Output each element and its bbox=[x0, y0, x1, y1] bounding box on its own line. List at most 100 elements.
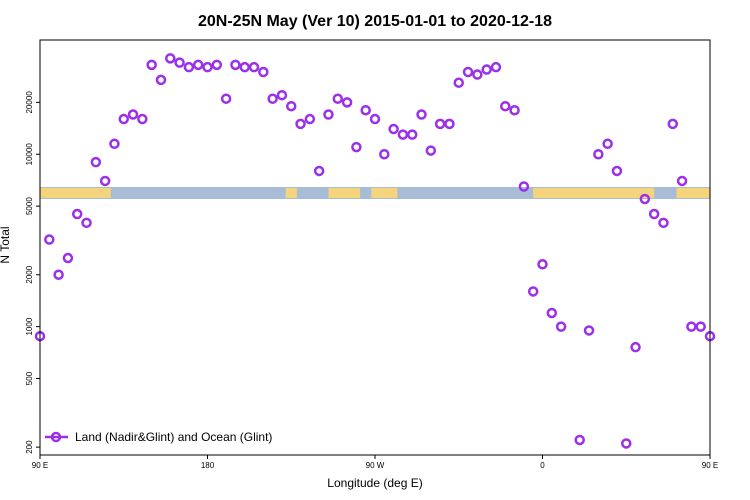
data-point bbox=[192, 59, 204, 71]
data-point bbox=[406, 129, 418, 140]
data-point bbox=[518, 181, 530, 192]
data-point bbox=[146, 59, 157, 71]
land-ocean-strip bbox=[40, 187, 710, 199]
y-tick-label: 500 bbox=[25, 371, 34, 385]
data-point bbox=[99, 175, 111, 187]
data-point bbox=[453, 77, 464, 88]
data-point bbox=[211, 59, 223, 71]
data-point bbox=[611, 165, 623, 177]
data-point bbox=[602, 138, 613, 150]
land-segment bbox=[676, 188, 710, 198]
data-point bbox=[230, 59, 241, 71]
data-point bbox=[686, 321, 697, 332]
data-point bbox=[313, 165, 325, 177]
data-point bbox=[630, 341, 641, 353]
data-point bbox=[434, 118, 446, 130]
x-tick-label: 90 E bbox=[702, 461, 718, 470]
data-point bbox=[490, 61, 502, 73]
x-axis-label: Longitude (deg E) bbox=[327, 476, 422, 490]
data-point bbox=[323, 109, 334, 120]
y-tick-label: 200 bbox=[25, 440, 34, 454]
y-tick-label: 2000 bbox=[25, 265, 34, 283]
land-segment bbox=[40, 188, 111, 198]
y-tick-label: 1000 bbox=[25, 317, 34, 335]
data-point bbox=[332, 93, 344, 104]
data-point bbox=[574, 434, 585, 446]
data-point bbox=[648, 208, 660, 220]
data-point bbox=[583, 325, 595, 336]
legend: Land (Nadir&Glint) and Ocean (Glint) bbox=[45, 430, 272, 444]
data-point bbox=[239, 61, 250, 73]
land-segment bbox=[533, 188, 655, 198]
data-point bbox=[248, 61, 260, 73]
data-point bbox=[71, 208, 83, 220]
data-point bbox=[593, 148, 604, 160]
data-point bbox=[658, 217, 669, 229]
land-segment bbox=[285, 188, 297, 198]
data-point bbox=[527, 286, 539, 297]
axis-ticks: 90 E 180 90 W 0 90 E 200 500 1000 2000 5000 10000 2… bbox=[25, 91, 718, 470]
data-point bbox=[500, 100, 511, 112]
data-point bbox=[90, 156, 102, 168]
data-point bbox=[537, 259, 548, 270]
data-point bbox=[397, 129, 409, 140]
data-point bbox=[360, 104, 371, 116]
data-point bbox=[667, 118, 679, 130]
data-point bbox=[286, 100, 297, 112]
plot-frame bbox=[39, 39, 711, 456]
land-segment bbox=[328, 188, 361, 198]
data-point bbox=[695, 321, 706, 332]
y-tick-label: 5000 bbox=[25, 197, 34, 215]
data-point bbox=[444, 118, 455, 130]
data-point bbox=[155, 74, 167, 86]
x-tick-label: 90 E bbox=[32, 461, 48, 470]
chart-title: 20N-25N May (Ver 10) 2015-01-01 to 2020-… bbox=[198, 13, 552, 30]
y-tick-label: 10000 bbox=[25, 143, 34, 166]
data-point bbox=[472, 69, 483, 80]
data-point bbox=[481, 64, 492, 75]
data-point bbox=[425, 145, 437, 156]
data-point bbox=[174, 57, 185, 68]
y-axis-label: N Total bbox=[0, 226, 12, 263]
data-point bbox=[44, 234, 55, 245]
data-point bbox=[62, 252, 74, 264]
data-point bbox=[388, 123, 399, 135]
data-point bbox=[546, 307, 558, 319]
data-point bbox=[202, 61, 213, 73]
data-point bbox=[639, 193, 651, 205]
data-point bbox=[258, 66, 269, 78]
data-point bbox=[276, 89, 288, 101]
data-points bbox=[34, 53, 716, 449]
data-point bbox=[379, 148, 390, 160]
data-point bbox=[295, 118, 306, 130]
land-segment bbox=[371, 188, 398, 198]
data-point bbox=[462, 66, 474, 78]
data-point bbox=[341, 97, 353, 108]
data-point bbox=[127, 109, 139, 120]
data-point bbox=[621, 438, 632, 449]
data-point bbox=[137, 113, 148, 125]
x-tick-label: 180 bbox=[201, 461, 215, 470]
x-tick-label: 90 W bbox=[366, 461, 385, 470]
data-point bbox=[81, 217, 92, 229]
legend-label: Land (Nadir&Glint) and Ocean (Glint) bbox=[75, 430, 272, 444]
data-point bbox=[267, 93, 278, 104]
data-point bbox=[351, 141, 362, 153]
data-point bbox=[304, 113, 316, 125]
data-point bbox=[109, 138, 120, 150]
data-point bbox=[676, 175, 688, 187]
data-point bbox=[118, 113, 129, 125]
data-point bbox=[165, 53, 176, 64]
data-point bbox=[509, 104, 520, 116]
x-tick-label: 0 bbox=[540, 461, 545, 470]
data-point bbox=[220, 93, 232, 104]
data-point bbox=[555, 321, 567, 332]
data-point bbox=[416, 109, 427, 120]
data-point bbox=[183, 61, 195, 73]
y-tick-label: 20000 bbox=[25, 91, 34, 114]
data-point bbox=[53, 269, 64, 280]
data-point bbox=[369, 113, 381, 125]
legend-marker bbox=[50, 431, 62, 443]
